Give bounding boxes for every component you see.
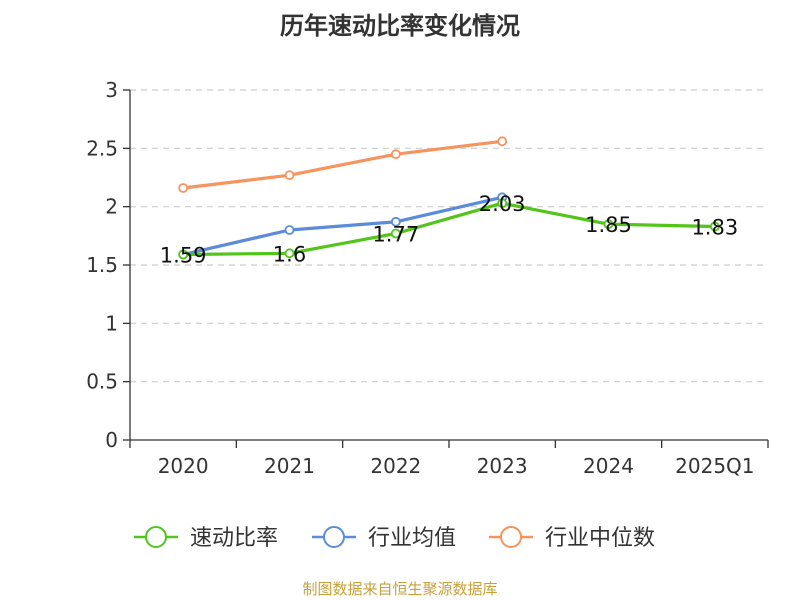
- series-lines: [182, 139, 715, 257]
- legend-swatch-marker: [500, 526, 522, 548]
- data-label: 1.77: [372, 223, 419, 247]
- y-tick-label: 1: [105, 311, 118, 335]
- x-tick-label: 2025Q1: [675, 454, 754, 478]
- series-line-1: [182, 195, 503, 257]
- y-tick-label: 0: [105, 428, 118, 452]
- data-point: [284, 225, 295, 235]
- data-label: 1.83: [691, 216, 738, 240]
- y-tick-label: 2.5: [86, 136, 118, 160]
- x-tick-label: 2020: [158, 454, 209, 478]
- x-tick-label: 2023: [477, 454, 528, 478]
- y-tick-label: 1.5: [86, 253, 118, 277]
- data-point: [390, 228, 401, 239]
- grid-lines: [130, 89, 768, 383]
- legend-label: 速动比率: [190, 526, 278, 551]
- legend-item: 速动比率: [134, 526, 278, 551]
- data-label: 2.03: [479, 192, 526, 216]
- legend-item: 行业中位数: [489, 526, 655, 551]
- data-point: [284, 170, 295, 181]
- data-point: [497, 136, 508, 147]
- data-point: [178, 249, 189, 260]
- data-label: 1.85: [585, 213, 632, 237]
- data-label: 1.6: [273, 242, 306, 266]
- x-tick-label: 2024: [583, 454, 634, 478]
- axes: 0 0.5 1 1.5 2 2.5 3 2020 2021 2022 2023 2024 2025Q1: [86, 78, 769, 478]
- data-point: [603, 219, 614, 230]
- data-point: [178, 183, 189, 193]
- legend-swatch-marker: [145, 526, 167, 548]
- x-tick-label: 2022: [370, 454, 421, 478]
- source-note: 制图数据来自恒生聚源数据库: [302, 580, 498, 598]
- legend-label: 行业均值: [368, 526, 456, 551]
- series-line-2: [182, 139, 503, 190]
- data-point: [709, 221, 720, 232]
- y-tick-label: 3: [105, 78, 118, 102]
- data-labels: 1.59 1.6 1.77 2.03 1.85 1.83: [160, 192, 738, 267]
- y-tick-label: 2: [105, 195, 118, 219]
- data-point: [497, 198, 508, 209]
- chart-title: 历年速动比率变化情况: [280, 12, 520, 40]
- legend-swatch-marker: [323, 526, 345, 548]
- series-line-0: [183, 201, 715, 257]
- data-point: [390, 149, 401, 160]
- legend-item: 行业均值: [312, 526, 456, 551]
- legend-label: 行业中位数: [545, 526, 655, 551]
- legend: 速动比率 行业均值 行业中位数: [134, 526, 655, 551]
- series-points: [178, 136, 720, 260]
- data-point: [390, 216, 401, 227]
- x-tick-label: 2021: [264, 454, 315, 478]
- data-label: 1.59: [160, 244, 207, 268]
- data-point: [284, 248, 295, 259]
- y-tick-label: 0.5: [86, 370, 118, 394]
